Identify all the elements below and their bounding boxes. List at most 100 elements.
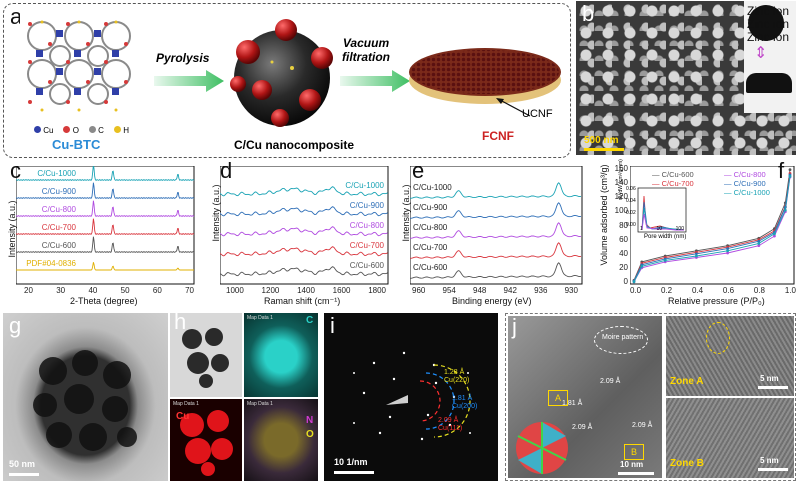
scale-bar-b: 500 nm [584, 135, 619, 146]
xps-line-C/Cu-900 [410, 202, 581, 219]
f-legend-900: — C/Cu-900 [724, 179, 766, 188]
e-xlabel: Binding energy (eV) [452, 296, 532, 306]
elem-cu-label: Cu [176, 411, 190, 422]
panel-c: c Intensity (a.u.) C/Cu-1000 C/Cu-900 C/Cu… [0, 158, 200, 308]
xrd-label-C/Cu-600: C/Cu-600 [42, 241, 77, 250]
moire-ellipse [594, 326, 648, 354]
bet-point [757, 242, 761, 245]
f-ylabel: Volume adsorbed (cm³/g) [599, 164, 609, 266]
vacuum-filtration-label: Vacuum filtration [342, 36, 390, 64]
panel-d-letter: d [220, 158, 233, 183]
map-label: Map Data 1 [247, 315, 273, 321]
bet-point [773, 232, 776, 236]
fcnf-label: FCNF [482, 129, 514, 143]
ring2-label: 1.81 Å Cu(200) [452, 395, 478, 410]
bet-chart [630, 166, 795, 285]
j-hrtem-main: j Moire pattern 2.09 Å 1.81 Å 2.09 Å 2.0… [508, 316, 662, 478]
legend-c: C [88, 126, 104, 135]
bet-point [726, 249, 729, 253]
bet-point [788, 174, 792, 178]
j-d2: 1.81 Å [562, 400, 583, 407]
photo-inset: ⇕ Zinc ion Zinc ion Zinc ion [744, 1, 796, 113]
f-inset-ylabel: dV/dW (cm³/g·nm) [618, 159, 624, 200]
scale-bar-a: 5 nm [760, 374, 779, 383]
bet-point [695, 254, 698, 258]
zone-b-label: Zone B [670, 458, 704, 469]
bet-point [788, 168, 792, 172]
zone-b-box: B [624, 444, 644, 460]
zinc-ion-text: Zinc ion Zinc ion Zinc ion [747, 4, 790, 44]
bet-point [640, 264, 644, 268]
raman-label-C/Cu-900: C/Cu-900 [350, 201, 385, 210]
f-inset-yticks: 0.00 0.02 0.04 0.06 [626, 186, 636, 228]
xrd-label-C/Cu-900: C/Cu-900 [42, 187, 77, 196]
f-legend-700: — C/Cu-700 [652, 179, 694, 188]
panel-j: j Moire pattern 2.09 Å 1.81 Å 2.09 Å 2.0… [505, 313, 796, 481]
raman-label-C/Cu-800: C/Cu-800 [350, 221, 385, 230]
xps-line-C/Cu-800 [410, 222, 581, 239]
bet-point [695, 252, 698, 256]
xrd-line-C/Cu-1000 [16, 166, 195, 181]
raman-label-C/Cu-700: C/Cu-700 [350, 241, 385, 250]
raman-line-C/Cu-600 [220, 266, 388, 277]
h-map-no: Map Data 1 N O [244, 399, 318, 481]
c-xticks: 20 30 40 50 60 70 [24, 286, 194, 295]
f-inset-xticks: 1 10 100 [640, 226, 684, 232]
xrd-line-C/Cu-600 [16, 236, 195, 253]
raman-line-C/Cu-1000 [220, 186, 388, 197]
j-zone-b-image: Zone B 5 nm [666, 398, 794, 478]
j-d4: 2.09 Å [632, 422, 653, 429]
scale-bar-line [758, 468, 788, 471]
f-inset-xlabel: Pore width (nm) [644, 234, 687, 240]
f-yticks: 0 20 40 60 80 100 120 140 160 [614, 164, 628, 286]
flip-arrow-icon: ⇕ [754, 45, 768, 62]
xrd-line-PDF#04-0836 [16, 262, 194, 271]
map-label: Map Data 1 [173, 401, 199, 407]
elem-n-label: N [306, 415, 314, 426]
xps-label-C/Cu-1000: C/Cu-1000 [413, 183, 452, 192]
ucnf-label: UCNF [522, 108, 553, 120]
legend-cu: Cu [34, 126, 53, 135]
arrow-right-icon [154, 70, 224, 92]
scale-bar-i: 10 1/nm [334, 457, 368, 467]
f-xlabel: Relative pressure (P/P₀) [668, 296, 765, 306]
raman-label-C/Cu-600: C/Cu-600 [350, 261, 385, 270]
c-xlabel: 2-Theta (degree) [70, 296, 138, 306]
f-xticks: 0.0 0.2 0.4 0.6 0.8 1.0 [630, 286, 796, 295]
d-xticks: 1000 1200 1400 1600 1800 [226, 286, 386, 295]
raman-chart: C/Cu-1000 C/Cu-900 C/Cu-800 C/Cu-700 C/Cu-60… [220, 166, 389, 285]
ring3-label: 2.09 Å Cu(111) [438, 417, 463, 432]
zone-a-ellipse [706, 322, 730, 354]
panel-b-sem-image: b ⇕ Zinc ion Zinc ion Zinc ion 500 nm [576, 1, 796, 155]
bet-point [632, 280, 636, 284]
f-legend-600: — C/Cu-600 [652, 170, 694, 179]
pointer-arrow-icon [496, 98, 531, 117]
xrd-label-PDF#04-0836: PDF#04-0836 [26, 259, 76, 268]
crystal-model-image [516, 422, 568, 474]
pyrolysis-label: Pyrolysis [156, 51, 210, 65]
legend-h: H [113, 126, 129, 135]
panel-j-letter: j [512, 316, 517, 339]
xps-label-C/Cu-700: C/Cu-700 [413, 243, 448, 252]
f-legend-right: — C/Cu-800 — C/Cu-900 — C/Cu-1000 [724, 170, 770, 197]
bet-point [663, 259, 667, 262]
panel-a-letter: a [10, 4, 23, 29]
elem-c-label: C [306, 315, 314, 326]
xrd-label-C/Cu-700: C/Cu-700 [42, 223, 77, 232]
h-map-c: Map Data 1 C [244, 313, 318, 397]
h-tem-image: h [170, 313, 242, 397]
scale-bar-j: 10 nm [620, 460, 644, 469]
panel-g-letter: g [9, 313, 22, 338]
composite-sphere-image [230, 19, 333, 127]
f-legend-1000: — C/Cu-1000 [724, 188, 770, 197]
panel-e-letter: e [412, 158, 425, 183]
cu-btc-structure-image [20, 14, 138, 114]
panel-i-letter: i [330, 313, 335, 338]
xrd-label-C/Cu-1000: C/Cu-1000 [37, 169, 76, 178]
bet-point [726, 247, 729, 250]
xps-chart: C/Cu-1000 C/Cu-900 C/Cu-800 C/Cu-700 C/Cu-60… [410, 166, 583, 285]
raman-line-C/Cu-900 [220, 206, 388, 217]
bet-point [783, 208, 787, 212]
scale-bar-line [618, 472, 654, 475]
zone-a-box: A [548, 390, 568, 406]
